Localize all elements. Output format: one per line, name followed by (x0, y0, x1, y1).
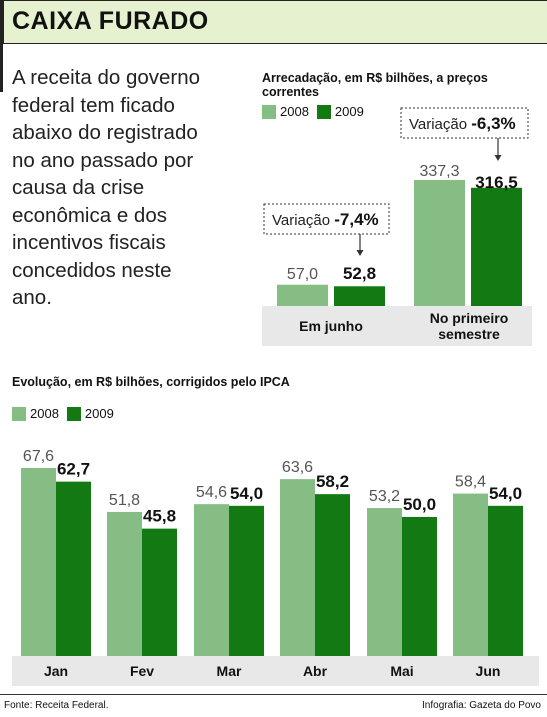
bar-2008 (367, 508, 402, 656)
intro-accent-rule (0, 44, 3, 92)
category-label: Jun (476, 663, 501, 679)
data-label: 58,4 (455, 474, 486, 491)
header: CAIXA FURADO (0, 0, 547, 44)
bar-2008 (107, 511, 142, 656)
top-chart-legend: 2008 2009 (262, 104, 372, 119)
bottom-chart-title: Evolução, em R$ bilhões, corrigidos pelo… (12, 375, 290, 389)
data-label: 53,2 (369, 488, 400, 505)
bar-2009 (488, 505, 523, 656)
bar-2009 (229, 505, 264, 656)
top-chart-title: Arrecadação, em R$ bilhões, a preços cor… (262, 71, 488, 99)
variation-prefix: Variação (409, 116, 471, 133)
variation-value: -6,3% (471, 114, 515, 133)
bar-2008 (277, 284, 328, 306)
variation-prefix: Variação (272, 212, 334, 229)
intro-text: A receita do governo federal tem ficado … (12, 66, 201, 309)
variation-callout-box (263, 203, 390, 235)
data-label: 57,0 (287, 266, 318, 283)
category-label: semestre (438, 326, 500, 342)
category-label: Em junho (299, 318, 363, 334)
callout-pointer-arrow (494, 155, 502, 161)
data-label: 50,0 (403, 495, 436, 514)
category-label: Mar (217, 663, 242, 679)
bar-2008 (280, 479, 315, 656)
credit-note: Infografia: Gazeta do Povo (422, 700, 541, 711)
legend-swatch-2009 (316, 104, 331, 119)
variation-value: -7,4% (334, 210, 378, 229)
top-chart-category-panel (262, 306, 532, 346)
source-note: Fonte: Receita Federal. (4, 700, 109, 711)
bar-2009 (471, 187, 522, 306)
category-label: No primeiro (430, 310, 509, 326)
data-label: 316,5 (475, 173, 518, 192)
footer-rule (0, 694, 547, 695)
bar-2009 (402, 516, 437, 656)
variation-callout-text: Variação -7,4% (272, 210, 379, 229)
bar-2009 (315, 494, 350, 656)
callout-pointer-arrow (356, 250, 364, 256)
bar-2008 (414, 180, 465, 306)
data-label: 337,3 (419, 163, 459, 180)
legend-swatch-2009 (66, 406, 81, 421)
bar-2009 (56, 481, 91, 656)
bottom-chart-legend: 2008 2009 (12, 406, 122, 421)
bar-2008 (21, 468, 56, 656)
category-label: Jan (44, 663, 68, 679)
data-label: 63,6 (282, 459, 313, 476)
category-label: Abr (303, 663, 328, 679)
data-label: 45,8 (143, 507, 176, 526)
data-label: 62,7 (57, 460, 90, 479)
data-label: 67,6 (23, 448, 54, 465)
category-label: Mai (390, 663, 413, 679)
legend-label-2009: 2009 (334, 104, 364, 119)
bar-2008 (194, 504, 229, 656)
data-label: 51,8 (109, 492, 140, 509)
variation-callout-box (400, 107, 529, 139)
data-label: 54,0 (489, 484, 522, 503)
variation-callout-text: Variação -6,3% (409, 114, 516, 133)
bar-2009 (142, 528, 177, 656)
bar-2009 (334, 286, 385, 306)
data-label: 54,6 (196, 484, 227, 501)
data-label: 54,0 (230, 484, 263, 503)
legend-swatch-2008 (12, 406, 26, 421)
legend-label-2008: 2008 (30, 406, 59, 421)
legend-swatch-2008 (262, 104, 276, 119)
data-label: 58,2 (316, 472, 349, 491)
bottom-chart-category-panel (12, 656, 539, 686)
legend-label-2009: 2009 (84, 406, 114, 421)
page-title: CAIXA FURADO (12, 7, 209, 35)
header-accent-bar (0, 1, 4, 44)
data-label: 52,8 (343, 264, 376, 283)
category-label: Fev (130, 663, 154, 679)
legend-label-2008: 2008 (280, 104, 309, 119)
bar-2008 (453, 493, 488, 656)
